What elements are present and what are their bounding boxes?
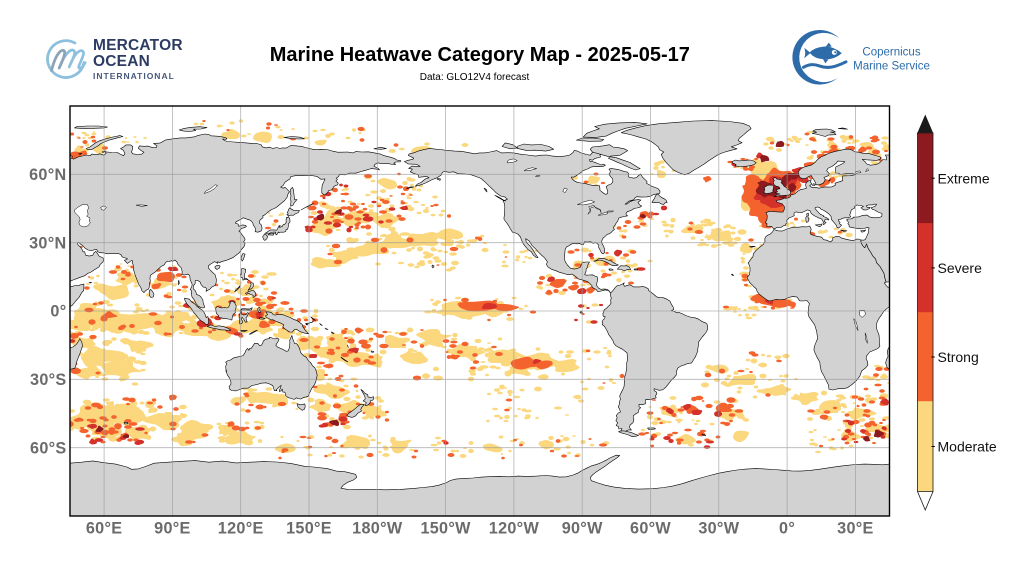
svg-text:Strong: Strong xyxy=(938,349,979,365)
svg-text:90°W: 90°W xyxy=(562,520,603,538)
svg-text:INTERNATIONAL: INTERNATIONAL xyxy=(93,71,175,81)
svg-text:MERCATOR: MERCATOR xyxy=(93,37,183,54)
svg-text:Moderate: Moderate xyxy=(938,439,997,455)
svg-text:30°N: 30°N xyxy=(29,234,66,252)
svg-text:60°N: 60°N xyxy=(29,166,66,184)
svg-text:Copernicus: Copernicus xyxy=(862,47,920,59)
svg-text:Severe: Severe xyxy=(938,260,983,276)
svg-text:0°: 0° xyxy=(779,520,795,538)
svg-text:Data: GLO12V4 forecast: Data: GLO12V4 forecast xyxy=(420,72,530,83)
svg-text:120°W: 120°W xyxy=(489,520,540,538)
svg-text:Extreme: Extreme xyxy=(938,170,990,186)
svg-text:150°E: 150°E xyxy=(286,520,332,538)
svg-text:60°S: 60°S xyxy=(30,439,66,457)
svg-text:60°E: 60°E xyxy=(86,520,122,538)
svg-text:120°E: 120°E xyxy=(218,520,264,538)
svg-text:0°: 0° xyxy=(50,303,66,321)
svg-text:30°E: 30°E xyxy=(837,520,873,538)
svg-text:30°S: 30°S xyxy=(30,371,66,389)
svg-text:90°E: 90°E xyxy=(154,520,190,538)
svg-text:60°W: 60°W xyxy=(630,520,671,538)
svg-text:Marine Service: Marine Service xyxy=(853,61,930,73)
svg-text:30°W: 30°W xyxy=(698,520,739,538)
svg-text:180°W: 180°W xyxy=(352,520,403,538)
svg-text:Marine Heatwave Category Map -: Marine Heatwave Category Map - 2025-05-1… xyxy=(270,44,690,66)
svg-text:150°W: 150°W xyxy=(420,520,471,538)
svg-text:OCEAN: OCEAN xyxy=(93,53,150,70)
